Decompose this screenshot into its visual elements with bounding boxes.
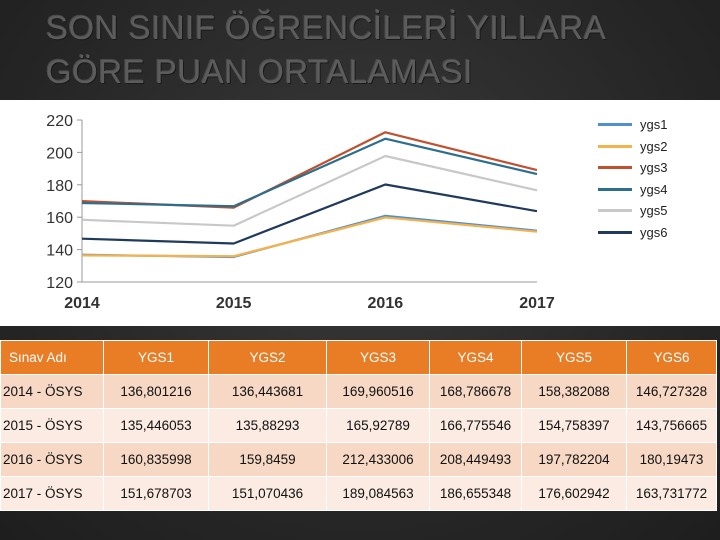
legend-item-ygs6: ygs6	[598, 222, 667, 244]
legend-label: ygs3	[640, 160, 668, 176]
x-tick-label: 2016	[368, 295, 404, 312]
table-cell: 151,070436	[208, 476, 327, 511]
y-tick-label: 200	[46, 145, 73, 162]
table-cell: 212,433006	[326, 442, 430, 477]
legend-item-ygs4: ygs4	[598, 179, 667, 201]
table-cell: 165,92789	[326, 408, 430, 443]
table-cell: 146,727328	[626, 374, 717, 409]
x-tick-label: 2017	[519, 295, 555, 312]
table-cell: 2014 - ÖSYS	[0, 374, 104, 409]
chart-panel: 120 140 160 180 200 220 2014 2015 2016 2017 ygs1 y…	[0, 100, 720, 326]
table-cell: 197,782204	[521, 442, 627, 477]
y-tick-label: 220	[46, 113, 73, 130]
table-cell: 160,835998	[103, 442, 209, 477]
legend-item-ygs5: ygs5	[598, 200, 667, 222]
legend-swatch	[598, 166, 632, 170]
table-cell: 151,678703	[103, 476, 209, 511]
table-cell: 135,446053	[103, 408, 209, 443]
series-line-ygs5	[81, 154, 538, 227]
table-cell: 135,88293	[208, 408, 327, 443]
table-cell: 2017 - ÖSYS	[0, 476, 104, 511]
legend-swatch	[598, 123, 632, 127]
table-cell: 143,756665	[626, 408, 717, 443]
legend-label: ygs5	[640, 203, 668, 219]
legend-label: ygs1	[640, 117, 668, 133]
table-cell: 158,382088	[521, 374, 627, 409]
scores-table: Sınav Adı YGS1 YGS2 YGS3 YGS4 YGS5 YGS6 …	[0, 340, 717, 511]
header-cell-ygs3: YGS3	[326, 340, 430, 375]
y-tick-label: 160	[46, 210, 73, 227]
y-tick-label: 180	[46, 178, 73, 195]
table-cell: 136,443681	[208, 374, 327, 409]
table-cell: 186,655348	[429, 476, 522, 511]
series-line-ygs4	[81, 137, 538, 208]
table-row: 2016 - ÖSYS 160,835998 159,8459 212,4330…	[0, 442, 717, 477]
legend-label: ygs4	[640, 181, 668, 197]
table-cell: 166,775546	[429, 408, 522, 443]
legend-item-ygs1: ygs1	[598, 114, 667, 136]
table-cell: 163,731772	[626, 476, 717, 511]
x-tick-label: 2014	[64, 295, 100, 312]
legend-label: ygs6	[640, 224, 668, 240]
header-cell-ygs1: YGS1	[103, 340, 209, 375]
table-cell: 189,084563	[326, 476, 430, 511]
table-cell: 168,786678	[429, 374, 522, 409]
table-cell: 208,449493	[429, 442, 522, 477]
legend-item-ygs3: ygs3	[598, 157, 667, 179]
table-cell: 176,602942	[521, 476, 627, 511]
legend-label: ygs2	[640, 138, 668, 154]
legend-swatch	[598, 230, 632, 234]
table-cell: 154,758397	[521, 408, 627, 443]
series-line-ygs2	[81, 216, 538, 258]
table-row: 2017 - ÖSYS 151,678703 151,070436 189,08…	[0, 476, 717, 511]
header-cell-ygs5: YGS5	[521, 340, 627, 375]
table-row: 2014 - ÖSYS 136,801216 136,443681 169,96…	[0, 374, 717, 409]
header-cell-ygs6: YGS6	[626, 340, 717, 375]
table-cell: 159,8459	[208, 442, 327, 477]
table-cell: 2015 - ÖSYS	[0, 408, 104, 443]
header-cell-ygs4: YGS4	[429, 340, 522, 375]
series-line-ygs3	[81, 131, 538, 209]
y-tick-label: 120	[46, 275, 73, 292]
table-cell: 2016 - ÖSYS	[0, 442, 104, 477]
x-tick-label: 2015	[216, 295, 252, 312]
line-chart: 120 140 160 180 200 220 2014 2015 2016 2017	[46, 113, 555, 312]
table-cell: 136,801216	[103, 374, 209, 409]
chart-legend: ygs1 ygs2 ygs3 ygs4 ygs5 ygs6	[598, 114, 667, 243]
table-cell: 180,19473	[626, 442, 717, 477]
table-row: 2015 - ÖSYS 135,446053 135,88293 165,927…	[0, 408, 717, 443]
y-tick-label: 140	[46, 243, 73, 260]
header-cell-ygs2: YGS2	[208, 340, 327, 375]
legend-swatch	[598, 144, 632, 148]
series-line-ygs6	[81, 183, 538, 245]
header-cell-exam-name: Sınav Adı	[0, 340, 104, 375]
legend-swatch	[598, 209, 632, 213]
legend-swatch	[598, 187, 632, 191]
table-cell: 169,960516	[326, 374, 430, 409]
legend-item-ygs2: ygs2	[598, 136, 667, 158]
table-header-row: Sınav Adı YGS1 YGS2 YGS3 YGS4 YGS5 YGS6	[0, 340, 717, 375]
slide-title: SON SINIF ÖĞRENCİLERİ YILLARA GÖRE PUAN …	[46, 9, 605, 90]
